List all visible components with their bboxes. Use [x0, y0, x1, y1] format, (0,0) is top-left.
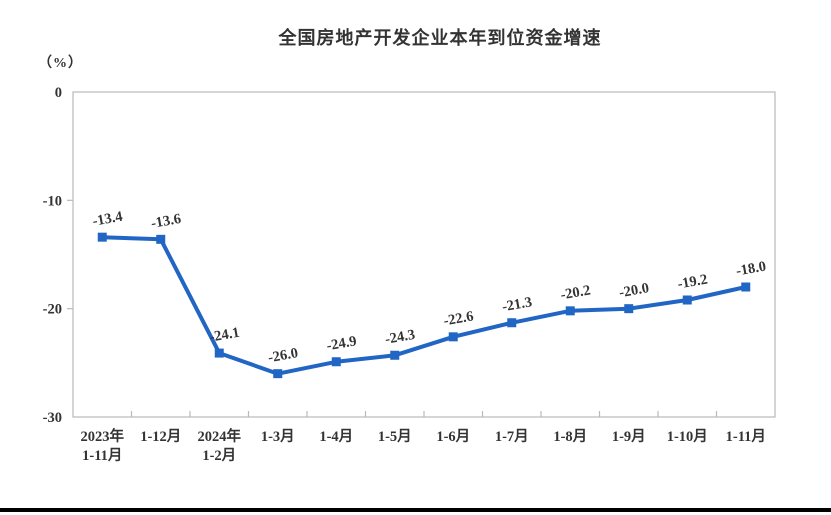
- y-tick-label: -20: [43, 302, 62, 318]
- data-point-label: -19.2: [676, 272, 709, 293]
- data-point-marker: [390, 350, 400, 360]
- data-point-marker: [624, 304, 634, 314]
- line-chart: 0 -10 -20 -30 2023年 1-11月 1-12月 2024年 1-2月 1-3月 1-…: [43, 85, 776, 464]
- x-tick-label-line2: 1-11月: [82, 447, 122, 464]
- x-tick-label: 2024年: [198, 427, 242, 445]
- data-point-marker: [507, 318, 517, 328]
- bottom-divider: [0, 508, 831, 512]
- data-point-marker: [214, 348, 224, 358]
- data-point-label: -20.2: [559, 282, 592, 303]
- y-tick-label: -10: [43, 193, 62, 209]
- data-line: [100, 235, 748, 376]
- x-tick-label: 1-5月: [378, 428, 412, 445]
- data-point-marker: [156, 234, 166, 244]
- data-point-label: -24.3: [384, 327, 417, 348]
- data-point-marker: [565, 306, 575, 316]
- x-tick-label: 1-3月: [261, 428, 295, 445]
- y-tick-label: 0: [55, 85, 62, 101]
- data-point-label: -26.0: [267, 345, 300, 366]
- data-point-label: -13.6: [150, 211, 183, 232]
- data-point-marker: [682, 295, 692, 305]
- y-tick-label: -30: [43, 410, 62, 426]
- x-tick-label: 1-11月: [726, 428, 766, 445]
- data-point-marker: [448, 332, 458, 342]
- x-tick-label: 1-4月: [319, 428, 353, 445]
- x-tick-label: 1-10月: [667, 428, 708, 445]
- x-tick-label: 1-8月: [553, 428, 587, 445]
- data-point-label: -21.3: [501, 294, 534, 315]
- x-tick-label: 1-9月: [612, 428, 646, 445]
- data-point-label: -18.0: [735, 259, 768, 280]
- chart-title: 全国房地产开发企业本年到位资金增速: [278, 28, 602, 49]
- y-axis-unit-label: （%）: [38, 56, 83, 71]
- data-point-label: -13.4: [91, 209, 124, 230]
- x-tick-label-line2: 1-2月: [202, 447, 236, 464]
- data-point-marker: [273, 369, 283, 379]
- data-point-marker: [97, 232, 107, 242]
- data-point-label: -20.0: [618, 280, 651, 301]
- plot-area-border: [72, 91, 776, 418]
- x-tick-label: 1-7月: [495, 428, 529, 445]
- data-point-label: -24.9: [325, 333, 358, 354]
- data-point-label: -24.1: [208, 325, 241, 346]
- data-point-marker: [331, 357, 341, 367]
- x-tick-label: 2023年: [81, 427, 125, 445]
- data-point-marker: [741, 282, 751, 292]
- x-tick-label: 1-12月: [140, 428, 181, 445]
- data-point-label: -22.6: [442, 308, 475, 329]
- x-tick-label: 1-6月: [436, 428, 470, 445]
